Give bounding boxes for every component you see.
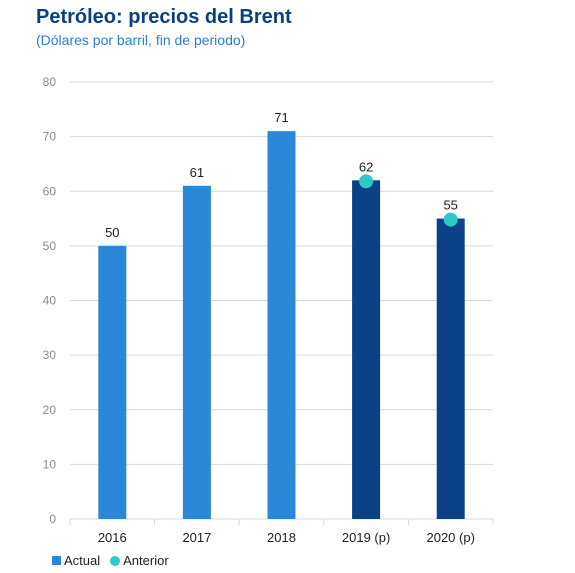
y-tick-label: 30: [43, 348, 57, 362]
legend-swatch-anterior: [110, 555, 121, 566]
y-tick-label: 0: [49, 512, 56, 526]
data-label: 61: [190, 165, 204, 180]
legend-item-anterior: Anterior: [110, 553, 169, 568]
bar: [182, 185, 211, 519]
x-tick-label: 2018: [267, 530, 296, 545]
x-tick-label: 2016: [98, 530, 127, 545]
data-label: 50: [105, 225, 119, 240]
y-tick-label: 80: [43, 75, 57, 89]
data-label: 62: [359, 159, 373, 174]
anterior-point: [359, 174, 374, 189]
x-tick-label: 2020 (p): [426, 530, 474, 545]
x-tick-label: 2019 (p): [342, 530, 390, 545]
y-tick-label: 20: [43, 403, 57, 417]
chart-title: Petróleo: precios del Brent: [36, 6, 292, 28]
legend-label-actual: Actual: [64, 553, 101, 568]
y-tick-label: 70: [43, 130, 57, 144]
legend-swatch-actual: [52, 556, 61, 565]
bar: [352, 180, 381, 519]
data-label: 71: [274, 110, 288, 125]
legend-label-anterior: Anterior: [123, 553, 169, 568]
legend-item-actual: Actual: [52, 553, 100, 568]
x-tick-label: 2017: [182, 530, 211, 545]
data-label: 55: [443, 198, 457, 213]
anterior-point: [443, 212, 458, 227]
y-tick-label: 40: [43, 294, 57, 308]
y-tick-label: 10: [43, 457, 57, 471]
chart-subtitle: (Dólares por barril, fin de periodo): [36, 32, 246, 48]
y-tick-label: 50: [43, 239, 57, 253]
bar: [436, 218, 465, 519]
y-tick-label: 60: [43, 184, 57, 198]
chart-legend: Actual Anterior: [52, 553, 169, 568]
bar: [98, 245, 127, 519]
bar: [267, 131, 296, 519]
